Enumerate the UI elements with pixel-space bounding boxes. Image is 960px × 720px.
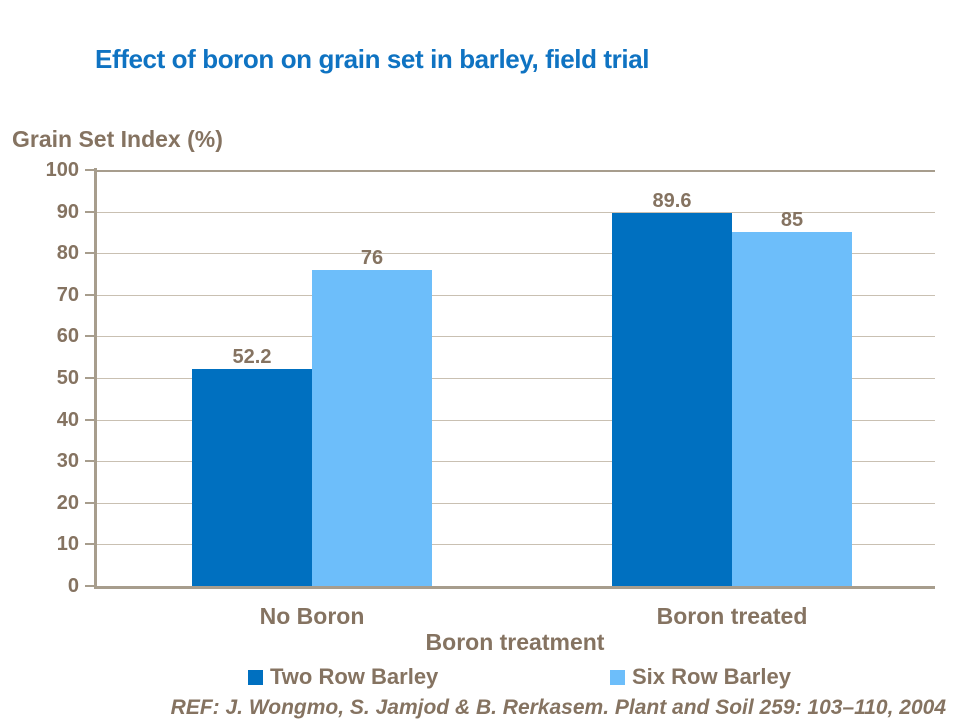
bar-six-row-barley-1 — [732, 232, 852, 586]
gridline-20 — [96, 503, 935, 504]
legend-swatch-icon — [248, 669, 263, 685]
y-tick-40 — [85, 419, 95, 421]
x-axis-title: Boron treatment — [425, 629, 605, 655]
gridline-40 — [96, 420, 935, 421]
bar-two-row-barley-0 — [192, 369, 312, 586]
y-tick-label-30: 30 — [56, 450, 79, 472]
y-tick-label-60: 60 — [56, 325, 79, 347]
category-label-0: No Boron — [259, 603, 365, 629]
gridline-10 — [96, 544, 935, 545]
y-tick-80 — [85, 252, 95, 254]
gridline-90 — [96, 212, 935, 213]
gridline-80 — [96, 253, 935, 254]
y-tick-10 — [85, 543, 95, 545]
y-axis-label: Grain Set Index (%) — [12, 126, 223, 152]
y-tick-0 — [85, 585, 95, 587]
y-tick-label-10: 10 — [56, 533, 79, 555]
legend-swatch-icon — [610, 669, 625, 685]
gridline-50 — [96, 378, 935, 379]
bar-two-row-barley-1 — [612, 213, 732, 586]
y-axis-line — [94, 168, 97, 589]
y-tick-label-0: 0 — [67, 575, 79, 597]
value-label-85: 85 — [780, 209, 804, 231]
y-tick-label-50: 50 — [56, 367, 79, 389]
bar-six-row-barley-0 — [312, 270, 432, 586]
y-tick-90 — [85, 211, 95, 213]
chart-title: Effect of boron on grain set in barley, … — [95, 44, 650, 74]
y-tick-50 — [85, 377, 95, 379]
category-label-1: Boron treated — [656, 603, 808, 629]
legend-entry-six-row-barley: Six Row Barley — [610, 664, 791, 690]
y-tick-100 — [85, 169, 95, 171]
y-tick-label-90: 90 — [56, 201, 79, 223]
legend-label: Two Row Barley — [270, 664, 439, 689]
reference-text: REF: J. Wongmo, S. Jamjod & B. Rerkasem.… — [170, 696, 946, 719]
gridline-30 — [96, 461, 935, 462]
y-tick-label-40: 40 — [56, 409, 79, 431]
value-label-89.6: 89.6 — [652, 190, 692, 212]
y-tick-label-20: 20 — [56, 492, 79, 514]
value-label-76: 76 — [360, 247, 384, 269]
gridline-100 — [96, 170, 935, 172]
gridline-70 — [96, 295, 935, 296]
x-axis-line — [94, 586, 935, 589]
y-tick-60 — [85, 335, 95, 337]
y-tick-20 — [85, 502, 95, 504]
y-tick-30 — [85, 460, 95, 462]
y-tick-label-80: 80 — [56, 242, 79, 264]
value-label-52.2: 52.2 — [232, 346, 272, 368]
legend-label: Six Row Barley — [632, 664, 791, 689]
y-tick-label-100: 100 — [45, 159, 79, 181]
y-tick-70 — [85, 294, 95, 296]
y-tick-label-70: 70 — [56, 284, 79, 306]
gridline-60 — [96, 336, 935, 337]
legend-entry-two-row-barley: Two Row Barley — [248, 664, 438, 690]
